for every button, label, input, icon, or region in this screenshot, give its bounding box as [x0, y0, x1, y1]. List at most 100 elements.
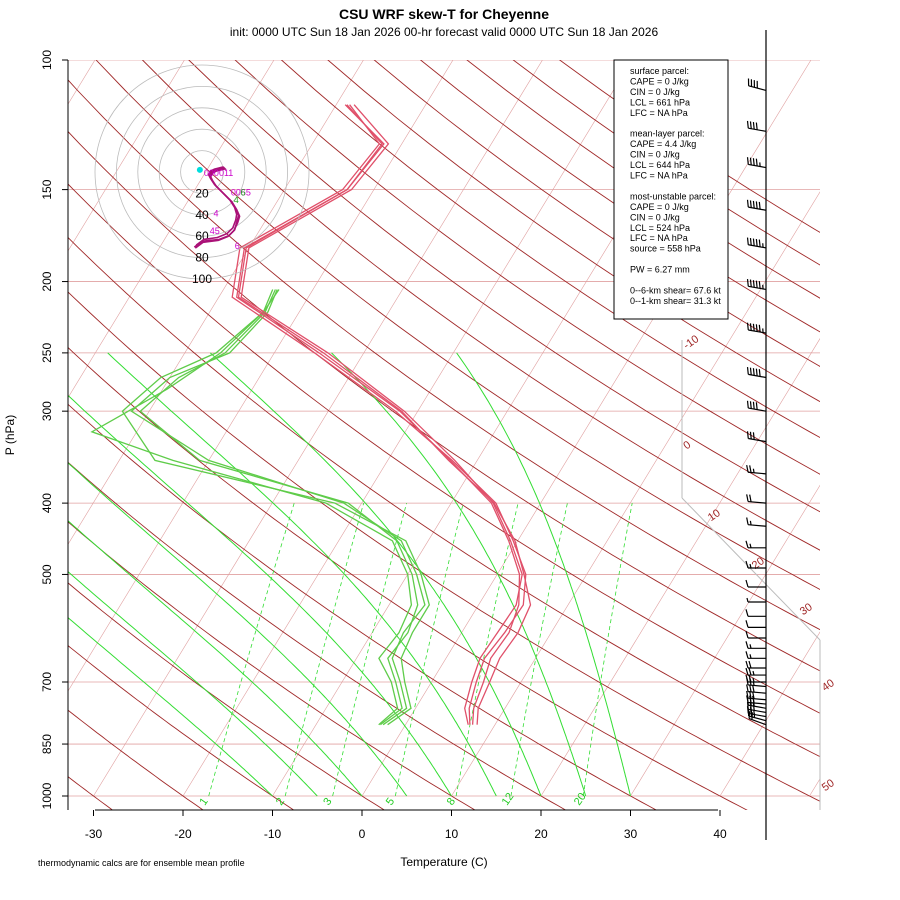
barb-flag — [746, 695, 749, 703]
legend-line: CIN = 0 J/kg — [630, 150, 680, 160]
barb-flag — [758, 201, 761, 210]
dry-adiabat — [68, 521, 476, 810]
dewpoint-trace — [121, 289, 430, 726]
y-tick-label: 1000 — [40, 782, 54, 809]
x-tick-label: -20 — [174, 827, 192, 841]
mixing-ratio-label: 3 — [321, 796, 334, 808]
wind-barb — [745, 560, 766, 569]
moist-adiabat — [456, 352, 631, 797]
x-axis-label: Temperature (C) — [400, 855, 487, 869]
mixing-ratio-line — [208, 502, 295, 797]
moist-adiabat — [68, 571, 318, 797]
x-tick-label: 30 — [624, 827, 638, 841]
barb-flag — [749, 237, 752, 246]
legend-line: LCL = 524 hPa — [630, 223, 690, 233]
barb-flag — [752, 280, 755, 288]
barb-flag — [748, 667, 752, 676]
barb-half-flag — [749, 563, 752, 569]
mixing-ratio-label: 1 — [197, 796, 210, 808]
dry-adiabat — [141, 60, 820, 551]
legend-line: LFC = NA hPa — [630, 171, 688, 181]
wind-barb — [746, 279, 767, 291]
wind-barb — [746, 157, 767, 169]
barb-flag — [752, 401, 755, 410]
isotherm-line — [719, 631, 820, 797]
wind-barb — [746, 690, 767, 701]
y-tick-label: 500 — [40, 564, 54, 584]
moist-adiabat — [68, 462, 408, 797]
wind-barb — [745, 674, 766, 683]
isotherm-label: 40 — [820, 677, 837, 694]
barb-flag — [745, 630, 749, 639]
barb-flag — [746, 517, 749, 525]
y-tick-label: 700 — [40, 672, 54, 692]
barb-flag — [749, 121, 752, 129]
x-tick-label: 10 — [445, 827, 459, 841]
barb-flag — [749, 200, 752, 208]
barb-half-flag — [752, 677, 755, 683]
footnote: thermodynamic calcs are for ensemble mea… — [38, 858, 245, 868]
barb-flag — [749, 431, 752, 440]
wind-barb — [746, 322, 767, 334]
dry-adiabat — [188, 60, 820, 513]
barb-flag — [755, 324, 758, 332]
wind-barb — [746, 465, 767, 475]
barb-flag — [752, 200, 755, 209]
mixing-ratio-label: 2 — [274, 796, 287, 808]
barb-flag — [746, 367, 749, 375]
dry-adiabat — [234, 60, 820, 475]
barb-flag — [749, 695, 752, 703]
wind-barb — [746, 695, 767, 705]
barb-flag — [751, 712, 754, 720]
legend-line: LCL = 644 hPa — [630, 160, 690, 170]
hodograph-ring — [94, 64, 310, 280]
hodograph-level-label: 000011 — [204, 168, 233, 178]
barb-flag — [745, 609, 749, 617]
mixing-ratio-label: 12 — [500, 791, 517, 808]
chart-title: CSU WRF skew-T for Cheyenne — [339, 6, 549, 22]
hodograph-level-label: 6 — [235, 241, 240, 251]
mixing-ratio-label: 5 — [384, 796, 397, 808]
wind-barb — [748, 711, 767, 726]
barb-flag — [758, 239, 761, 247]
legend-line: CAPE = 0 J/kg — [630, 202, 689, 212]
dry-adiabat — [68, 236, 820, 758]
wind-barb — [747, 78, 767, 92]
isotherm-label: 0 — [681, 439, 693, 452]
temperature-trace — [237, 104, 532, 725]
barb-flag — [755, 201, 758, 209]
barb-flag — [752, 695, 755, 704]
barb-flag — [755, 368, 758, 376]
moist-adiabat — [68, 520, 363, 797]
isotherm-line — [451, 191, 820, 797]
hodograph-level-label: 45 — [210, 226, 220, 236]
barb-flag — [748, 711, 751, 719]
wind-barb — [746, 431, 767, 443]
chart-subtitle: init: 0000 UTC Sun 18 Jan 2026 00-hr for… — [230, 25, 659, 39]
barb-flag — [758, 281, 761, 289]
barb-half-flag — [752, 468, 755, 473]
wind-barb — [746, 597, 766, 603]
barb-flag — [749, 494, 752, 502]
legend-line: CIN = 0 J/kg — [630, 212, 680, 222]
barb-flag — [752, 121, 755, 130]
barb-flag — [752, 158, 755, 166]
barb-flag — [752, 432, 755, 440]
dewpoint-trace — [139, 289, 419, 726]
barb-half-flag — [752, 670, 755, 676]
barb-flag — [745, 674, 749, 683]
barb-flag — [745, 579, 749, 588]
barb-flag — [745, 540, 749, 548]
hodograph-trace — [194, 168, 241, 249]
barb-flag — [749, 684, 752, 693]
isotherm-label: 10 — [706, 507, 723, 524]
barb-flag — [749, 157, 752, 166]
isotherm-line — [93, 60, 543, 797]
dry-adiabat — [68, 582, 386, 810]
barb-flag — [749, 401, 752, 409]
moist-adiabat — [68, 616, 273, 797]
barb-half-flag — [749, 520, 752, 526]
mixing-ratio-label: 8 — [445, 796, 458, 808]
hodograph-ring — [158, 128, 246, 216]
